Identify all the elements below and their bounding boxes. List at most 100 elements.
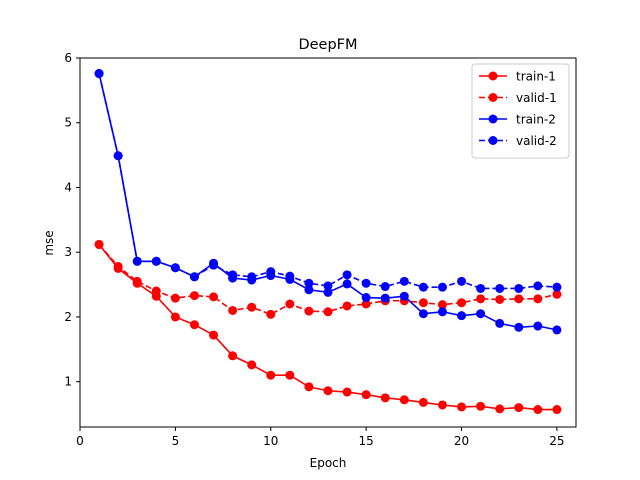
series-valid-2 xyxy=(94,69,562,293)
legend-item: valid-1 xyxy=(479,91,557,105)
data-point-valid-1 xyxy=(170,293,180,303)
y-tick-label: 6 xyxy=(64,51,72,65)
data-point-train-1 xyxy=(437,400,447,410)
legend-label: train-2 xyxy=(516,113,556,127)
data-point-valid-1 xyxy=(323,307,333,317)
data-point-valid-2 xyxy=(533,281,543,291)
data-point-train-2 xyxy=(304,285,314,295)
legend-marker xyxy=(488,114,498,124)
series-layer xyxy=(94,69,562,415)
data-point-valid-2 xyxy=(228,270,238,280)
legend-marker xyxy=(488,93,498,102)
data-point-valid-2 xyxy=(247,272,257,282)
y-tick-label: 2 xyxy=(64,310,72,324)
data-point-valid-2 xyxy=(132,256,142,266)
data-point-valid-1 xyxy=(247,302,257,312)
data-point-valid-1 xyxy=(94,239,104,249)
y-axis: 1 2 3 4 5 6 xyxy=(64,51,80,389)
legend-item: train-1 xyxy=(479,70,556,84)
data-point-valid-2 xyxy=(189,272,199,282)
data-point-valid-2 xyxy=(457,276,467,286)
data-point-train-1 xyxy=(476,401,486,411)
x-tick-label: 10 xyxy=(263,434,278,448)
legend-label: train-1 xyxy=(516,70,556,84)
data-point-valid-2 xyxy=(514,283,524,293)
data-point-valid-2 xyxy=(380,282,390,292)
data-point-valid-2 xyxy=(266,267,276,277)
data-point-valid-1 xyxy=(514,294,524,304)
data-point-valid-2 xyxy=(94,69,104,79)
y-tick-label: 4 xyxy=(64,180,72,194)
data-point-valid-2 xyxy=(399,276,409,286)
data-point-valid-2 xyxy=(476,283,486,293)
data-point-train-1 xyxy=(533,405,543,415)
data-point-train-1 xyxy=(189,320,199,330)
data-point-train-2 xyxy=(533,321,543,331)
legend: train-1 valid-1 train-2 valid-2 xyxy=(471,63,570,159)
data-point-valid-1 xyxy=(361,299,371,309)
data-point-train-2 xyxy=(437,307,447,317)
data-point-train-1 xyxy=(304,382,314,392)
data-point-train-2 xyxy=(399,291,409,301)
data-point-valid-2 xyxy=(285,271,295,281)
data-point-train-1 xyxy=(266,370,276,380)
data-point-valid-1 xyxy=(266,309,276,319)
data-point-train-2 xyxy=(323,287,333,297)
data-point-train-2 xyxy=(552,325,562,335)
data-point-valid-2 xyxy=(304,278,314,288)
x-tick-label: 0 xyxy=(76,434,84,448)
data-point-valid-2 xyxy=(342,270,352,280)
data-point-train-2 xyxy=(457,311,467,321)
data-point-train-2 xyxy=(380,293,390,303)
legend-item: valid-2 xyxy=(479,134,557,148)
x-axis-label: Epoch xyxy=(310,456,347,470)
data-point-train-2 xyxy=(514,322,524,332)
data-point-valid-1 xyxy=(113,261,123,271)
y-axis-label: mse xyxy=(42,230,56,255)
data-point-valid-2 xyxy=(418,282,428,292)
y-tick-label: 1 xyxy=(64,375,72,389)
data-point-train-2 xyxy=(495,318,505,328)
data-point-valid-1 xyxy=(228,305,238,315)
y-tick-label: 5 xyxy=(64,116,72,130)
data-point-train-2 xyxy=(342,279,352,289)
data-point-train-1 xyxy=(285,370,295,380)
data-point-valid-1 xyxy=(304,306,314,316)
data-point-valid-1 xyxy=(151,286,161,296)
data-point-valid-1 xyxy=(189,291,199,301)
data-point-train-1 xyxy=(209,330,219,340)
data-point-valid-2 xyxy=(113,151,123,161)
data-point-train-1 xyxy=(380,393,390,403)
legend-label: valid-2 xyxy=(516,134,557,148)
series-valid-1 xyxy=(94,239,562,319)
x-tick-label: 20 xyxy=(454,434,469,448)
data-point-valid-1 xyxy=(285,299,295,309)
data-point-valid-1 xyxy=(457,298,467,308)
data-point-train-1 xyxy=(418,397,428,407)
data-point-valid-1 xyxy=(552,289,562,299)
data-point-valid-1 xyxy=(342,301,352,311)
data-point-train-2 xyxy=(418,309,428,319)
data-point-valid-1 xyxy=(418,298,428,308)
data-point-train-1 xyxy=(399,395,409,405)
data-point-train-1 xyxy=(247,360,257,370)
data-point-train-1 xyxy=(495,404,505,414)
data-point-valid-2 xyxy=(209,260,219,270)
data-point-valid-2 xyxy=(552,282,562,292)
data-point-train-2 xyxy=(476,309,486,319)
x-tick-label: 15 xyxy=(359,434,374,448)
legend-item: train-2 xyxy=(479,113,556,127)
data-point-valid-1 xyxy=(132,276,142,286)
data-point-train-1 xyxy=(170,312,180,322)
axes-frame xyxy=(79,57,577,428)
x-axis: 0 5 10 15 20 25 xyxy=(76,427,565,448)
y-tick-label: 3 xyxy=(64,245,72,259)
legend-label: valid-1 xyxy=(516,91,557,105)
data-point-train-1 xyxy=(514,403,524,413)
data-point-train-1 xyxy=(361,390,371,400)
chart-title: DeepFM xyxy=(298,37,357,53)
data-point-train-1 xyxy=(457,402,467,412)
data-point-valid-2 xyxy=(361,278,371,288)
data-point-train-1 xyxy=(552,405,562,415)
